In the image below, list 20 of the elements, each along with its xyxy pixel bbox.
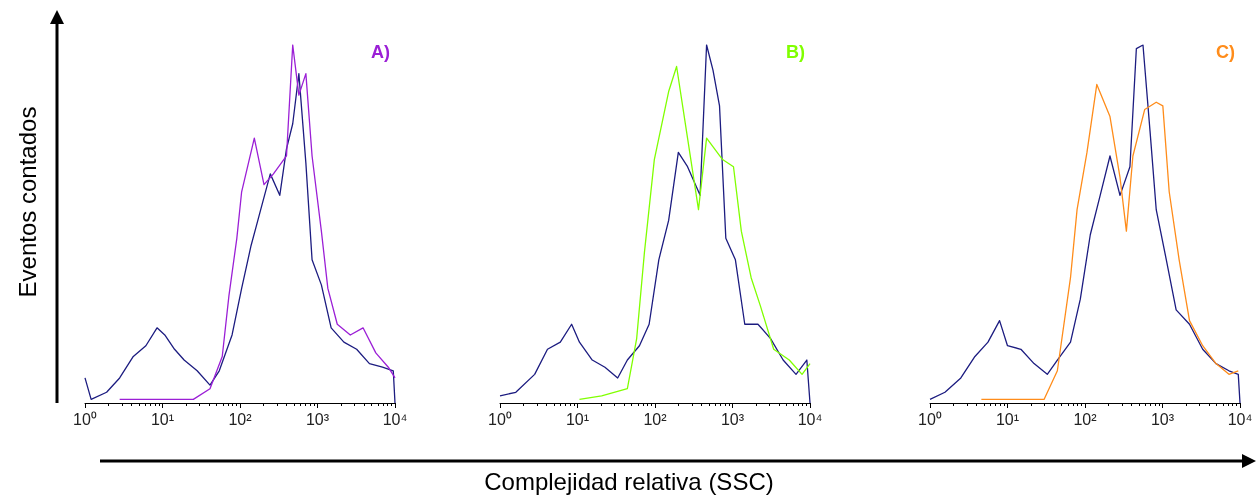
x-tick-label: 10⁴: [797, 410, 823, 428]
x-tick-label: 10⁰: [488, 410, 512, 428]
x-tick-label: 10³: [1150, 410, 1175, 428]
x-tick-label: 10¹: [565, 410, 590, 428]
x-tick-label: 10¹: [150, 410, 175, 428]
x-axis-title: Complejidad relativa (SSC): [483, 468, 775, 496]
x-tick-label: 10²: [1073, 410, 1098, 428]
chart-title: B): [786, 42, 806, 62]
x-tick-label: 10⁴: [1227, 410, 1253, 428]
x-tick-label: 10³: [720, 410, 745, 428]
chart-title: C): [1216, 42, 1236, 62]
x-tick-label: 10¹: [995, 410, 1020, 428]
x-tick-label: 10⁴: [382, 410, 408, 428]
x-tick-label: 10²: [643, 410, 668, 428]
y-axis-title: Eventos contados: [14, 105, 42, 300]
x-tick-label: 10²: [228, 410, 253, 428]
x-tick-label: 10⁰: [73, 410, 97, 428]
x-tick-label: 10⁰: [918, 410, 942, 428]
x-tick-label: 10³: [305, 410, 330, 428]
chart-title: A): [371, 42, 391, 62]
